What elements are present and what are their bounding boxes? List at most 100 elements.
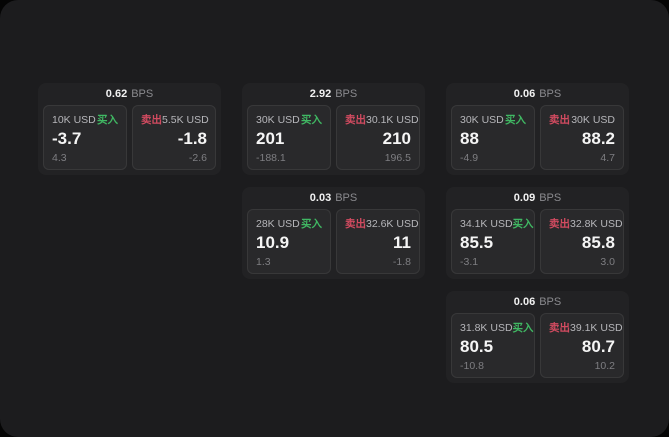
- buy-amount: 31.8K USD: [460, 321, 513, 334]
- sell-tile-top: 卖出 30.1K USD: [345, 112, 419, 127]
- sell-tile-top: 卖出 5.5K USD: [141, 112, 209, 127]
- sell-delta: 4.7: [600, 152, 615, 164]
- sell-price: 11: [393, 233, 411, 253]
- card-body: 30K USD 买入 201 -188.1 卖出 30.1K USD 210 1…: [247, 105, 420, 170]
- quote-card: 2.92 BPS 30K USD 买入 201 -188.1 卖出 30.1K …: [242, 83, 425, 175]
- buy-delta: -4.9: [460, 152, 479, 164]
- buy-price: -3.7: [52, 129, 82, 149]
- sell-amount: 5.5K USD: [162, 113, 209, 126]
- buy-tile-top: 28K USD 买入: [256, 216, 322, 231]
- buy-delta: -3.1: [460, 256, 479, 268]
- bps-value: 0.06: [513, 296, 536, 308]
- buy-side-label: 买入: [301, 218, 322, 230]
- quote-card: 0.09 BPS 34.1K USD 买入 85.5 -3.1 卖出 32.8K…: [446, 187, 629, 279]
- sell-side-label: 卖出: [141, 114, 162, 126]
- quote-grid: 0.62 BPS 10K USD 买入 -3.7 4.3 卖出 5.5K USD…: [38, 83, 629, 383]
- card-body: 31.8K USD 买入 80.5 -10.8 卖出 39.1K USD 80.…: [451, 313, 624, 378]
- bps-value: 0.62: [105, 88, 128, 100]
- quote-card: 0.06 BPS 30K USD 买入 88 -4.9 卖出 30K USD 8…: [446, 83, 629, 175]
- card-header: 2.92 BPS: [247, 83, 420, 105]
- card-body: 28K USD 买入 10.9 1.3 卖出 32.6K USD 11 -1.8: [247, 209, 420, 274]
- buy-delta: -10.8: [460, 360, 484, 372]
- sell-delta: 3.0: [600, 256, 615, 268]
- bps-value: 0.09: [513, 192, 536, 204]
- card-header: 0.06 BPS: [451, 83, 624, 105]
- buy-tile[interactable]: 10K USD 买入 -3.7 4.3: [43, 105, 127, 170]
- buy-amount: 30K USD: [256, 113, 300, 126]
- buy-price: 201: [256, 129, 285, 149]
- sell-price: -1.8: [177, 129, 207, 149]
- sell-side-label: 卖出: [549, 218, 570, 230]
- buy-side-label: 买入: [512, 322, 534, 334]
- quote-card: 0.62 BPS 10K USD 买入 -3.7 4.3 卖出 5.5K USD…: [38, 83, 221, 175]
- sell-price: 210: [382, 129, 411, 149]
- sell-tile-top: 卖出 32.8K USD: [549, 216, 623, 231]
- card-header: 0.62 BPS: [43, 83, 216, 105]
- sell-amount: 32.6K USD: [366, 217, 419, 230]
- buy-delta: 1.3: [256, 256, 271, 268]
- sell-tile[interactable]: 卖出 39.1K USD 80.7 10.2: [540, 313, 624, 378]
- sell-side-label: 卖出: [345, 114, 366, 126]
- buy-price: 80.5: [460, 337, 494, 357]
- buy-tile-top: 31.8K USD 买入: [460, 320, 534, 335]
- sell-amount: 32.8K USD: [570, 217, 623, 230]
- sell-delta: 196.5: [384, 152, 411, 164]
- bps-value: 0.06: [513, 88, 536, 100]
- buy-tile-top: 30K USD 买入: [460, 112, 526, 127]
- quote-card: 0.03 BPS 28K USD 买入 10.9 1.3 卖出 32.6K US…: [242, 187, 425, 279]
- buy-amount: 10K USD: [52, 113, 96, 126]
- buy-side-label: 买入: [301, 114, 322, 126]
- sell-tile-top: 卖出 32.6K USD: [345, 216, 419, 231]
- buy-side-label: 买入: [512, 218, 534, 230]
- bps-unit-label: BPS: [131, 88, 154, 100]
- buy-amount: 30K USD: [460, 113, 504, 126]
- buy-price: 85.5: [460, 233, 494, 253]
- bps-unit-label: BPS: [539, 192, 562, 204]
- sell-tile[interactable]: 卖出 32.8K USD 85.8 3.0: [540, 209, 624, 274]
- buy-tile[interactable]: 34.1K USD 买入 85.5 -3.1: [451, 209, 535, 274]
- card-header: 0.06 BPS: [451, 291, 624, 313]
- buy-tile-top: 34.1K USD 买入: [460, 216, 534, 231]
- buy-tile[interactable]: 30K USD 买入 201 -188.1: [247, 105, 331, 170]
- buy-tile[interactable]: 30K USD 买入 88 -4.9: [451, 105, 535, 170]
- bps-unit-label: BPS: [335, 192, 358, 204]
- card-header: 0.09 BPS: [451, 187, 624, 209]
- sell-amount: 39.1K USD: [570, 321, 623, 334]
- buy-tile[interactable]: 28K USD 买入 10.9 1.3: [247, 209, 331, 274]
- bps-unit-label: BPS: [335, 88, 358, 100]
- sell-price: 88.2: [581, 129, 615, 149]
- card-body: 34.1K USD 买入 85.5 -3.1 卖出 32.8K USD 85.8…: [451, 209, 624, 274]
- buy-amount: 34.1K USD: [460, 217, 513, 230]
- sell-delta: -2.6: [188, 152, 207, 164]
- bps-value: 0.03: [309, 192, 332, 204]
- bps-unit-label: BPS: [539, 88, 562, 100]
- sell-tile-top: 卖出 30K USD: [549, 112, 615, 127]
- sell-tile[interactable]: 卖出 32.6K USD 11 -1.8: [336, 209, 420, 274]
- bps-unit-label: BPS: [539, 296, 562, 308]
- buy-amount: 28K USD: [256, 217, 300, 230]
- sell-tile[interactable]: 卖出 30.1K USD 210 196.5: [336, 105, 420, 170]
- sell-amount: 30.1K USD: [366, 113, 419, 126]
- sell-delta: -1.8: [392, 256, 411, 268]
- buy-delta: -188.1: [256, 152, 286, 164]
- buy-price: 10.9: [256, 233, 290, 253]
- sell-tile[interactable]: 卖出 30K USD 88.2 4.7: [540, 105, 624, 170]
- bps-value: 2.92: [309, 88, 332, 100]
- sell-price: 80.7: [581, 337, 615, 357]
- sell-side-label: 卖出: [549, 114, 570, 126]
- card-body: 30K USD 买入 88 -4.9 卖出 30K USD 88.2 4.7: [451, 105, 624, 170]
- sell-side-label: 卖出: [345, 218, 366, 230]
- sell-tile[interactable]: 卖出 5.5K USD -1.8 -2.6: [132, 105, 216, 170]
- quote-card: 0.06 BPS 31.8K USD 买入 80.5 -10.8 卖出 39.1…: [446, 291, 629, 383]
- sell-side-label: 卖出: [549, 322, 570, 334]
- card-header: 0.03 BPS: [247, 187, 420, 209]
- card-body: 10K USD 买入 -3.7 4.3 卖出 5.5K USD -1.8 -2.…: [43, 105, 216, 170]
- buy-tile[interactable]: 31.8K USD 买入 80.5 -10.8: [451, 313, 535, 378]
- buy-tile-top: 30K USD 买入: [256, 112, 322, 127]
- buy-price: 88: [460, 129, 479, 149]
- buy-side-label: 买入: [505, 114, 526, 126]
- buy-side-label: 买入: [97, 114, 118, 126]
- sell-amount: 30K USD: [571, 113, 615, 126]
- sell-tile-top: 卖出 39.1K USD: [549, 320, 623, 335]
